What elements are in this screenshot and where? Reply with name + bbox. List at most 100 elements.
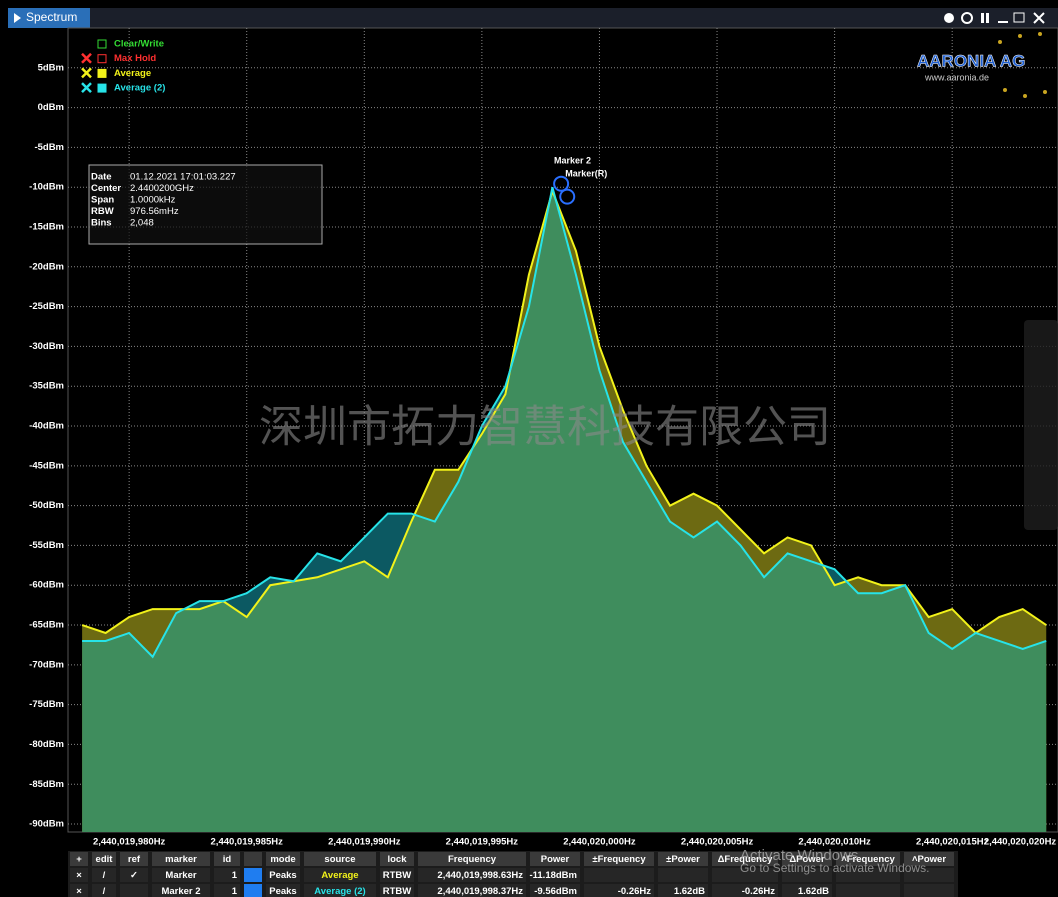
y-tick-label: -70dBm <box>29 659 64 670</box>
header-cell <box>266 852 300 866</box>
x-tick-label: 2,440,020,005Hz <box>681 837 754 848</box>
cell-text: / <box>103 870 106 881</box>
cell <box>244 868 262 882</box>
y-tick-label: -55dBm <box>29 540 64 551</box>
header-cell <box>92 852 116 866</box>
info-label: RBW <box>91 206 114 217</box>
y-tick-label: -30dBm <box>29 341 64 352</box>
legend-swatch <box>97 39 107 49</box>
toolbar <box>944 12 1045 24</box>
header-text: ΔPower <box>789 854 825 865</box>
window-icon[interactable] <box>1013 12 1025 23</box>
y-tick-label: -35dBm <box>29 381 64 392</box>
header-cell <box>530 852 580 866</box>
cell-text: ✓ <box>130 870 138 881</box>
header-cell <box>380 852 414 866</box>
close-icon[interactable] <box>1033 12 1045 24</box>
x-tick-label: 2,440,019,985Hz <box>211 837 284 848</box>
header-text: ref <box>128 854 141 865</box>
cell-text: RTBW <box>383 886 412 897</box>
header-cell <box>836 852 900 866</box>
x-tick-label: 2,440,019,980Hz <box>93 837 166 848</box>
cell <box>782 884 832 897</box>
cell-text: Average (2) <box>314 886 365 897</box>
legend-swatch <box>97 54 107 64</box>
header-cell <box>584 852 654 866</box>
header-cell <box>712 852 778 866</box>
x-tick-label: 2,440,020,015Hz <box>916 837 989 848</box>
y-tick-label: -90dBm <box>29 819 64 830</box>
cell-text: 2,440,019,998.37Hz <box>437 886 523 897</box>
watermark: 深圳市拓力智慧科技有限公司 <box>259 403 831 452</box>
tab-title: Spectrum <box>26 10 77 24</box>
y-tick-label: -15dBm <box>29 222 64 233</box>
legend-cross <box>81 82 92 93</box>
header-cell <box>782 852 832 866</box>
info-box <box>88 164 323 245</box>
header-text: edit <box>96 854 114 865</box>
info-value: 01.12.2021 17:01:03.227 <box>130 172 236 183</box>
legend-cross <box>81 52 92 64</box>
header-cell <box>214 852 240 866</box>
side-panel <box>1024 320 1058 530</box>
header-cell <box>304 852 376 866</box>
legend-swatch <box>97 83 107 93</box>
info: Date 01.12.2021 17:01:03.227 Center 2.44002… <box>91 172 236 229</box>
legend-label: Average <box>114 68 151 79</box>
plot <box>68 28 1058 833</box>
reset-icon[interactable] <box>961 12 973 24</box>
y-tick-label: -85dBm <box>29 779 64 790</box>
cell <box>418 868 526 882</box>
cell <box>92 868 116 882</box>
cell <box>152 868 210 882</box>
cell <box>380 884 414 897</box>
cell-text: 1.62dB <box>798 886 829 897</box>
tab[interactable] <box>8 8 90 28</box>
cell-text: -11.18dBm <box>529 870 577 881</box>
y-tick-label: -60dBm <box>29 580 64 591</box>
legend-label: Average (2) <box>114 83 165 94</box>
marker-label: Marker(R) <box>565 168 607 178</box>
cell <box>712 868 778 882</box>
info-label: Center <box>91 183 121 194</box>
cell-text: 2,440,019,998.63Hz <box>437 870 523 881</box>
header-cell <box>244 852 262 866</box>
pause-icon-b <box>986 13 989 23</box>
cell-text: Peaks <box>269 886 296 897</box>
logo: AARONIA AG <box>917 51 1025 70</box>
settings-icon[interactable] <box>944 13 954 23</box>
header-cell <box>70 852 88 866</box>
header-text: ΔFrequency <box>718 854 774 865</box>
cell <box>214 884 240 897</box>
header-text: id <box>223 854 232 865</box>
legend-cross <box>81 67 92 79</box>
header-text: ˄Power <box>912 854 946 865</box>
cell <box>152 884 210 897</box>
x-tick-label: 2,440,019,995Hz <box>446 837 519 848</box>
header-text: Frequency <box>448 854 497 865</box>
header-text: Power <box>541 854 570 865</box>
y-tick-label: -50dBm <box>29 500 64 511</box>
download-icon[interactable] <box>998 21 1008 23</box>
cell <box>782 868 832 882</box>
y-tick-label: -80dBm <box>29 739 64 750</box>
info-value: 976.56mHz <box>130 206 179 217</box>
logo-stars <box>998 32 1047 98</box>
cell-text: -0.26Hz <box>742 886 776 897</box>
header-text: ±Power <box>666 854 700 865</box>
cell-text: × <box>76 870 82 881</box>
trace-line <box>81 188 1047 635</box>
y-tick-label: -75dBm <box>29 699 64 710</box>
cell <box>658 884 708 897</box>
table: + edit ref marker id mode source lock Frequency P… <box>70 852 954 897</box>
pause-icon[interactable] <box>981 13 984 23</box>
cell <box>904 884 954 897</box>
cell-text: 1.62dB <box>674 886 705 897</box>
header-text: + <box>76 854 82 865</box>
cell <box>530 868 580 882</box>
info-label: Bins <box>91 218 112 229</box>
info-value: 2.4400200GHz <box>130 183 194 194</box>
cell <box>266 884 300 897</box>
header-text: source <box>324 854 355 865</box>
y-tick-label: -40dBm <box>29 421 64 432</box>
